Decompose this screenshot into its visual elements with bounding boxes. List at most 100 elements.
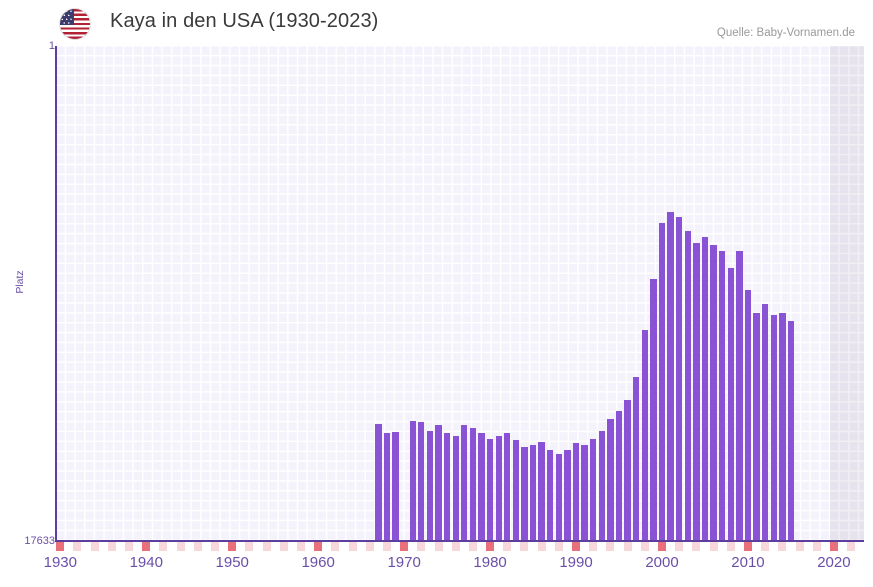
x-axis-label: 1980 bbox=[473, 554, 507, 571]
x-axis-label: 2000 bbox=[645, 554, 679, 571]
x-axis-label: 2010 bbox=[731, 554, 765, 571]
x-tick-minor bbox=[193, 542, 202, 551]
x-tick-minor bbox=[640, 542, 649, 551]
bar[interactable] bbox=[744, 290, 752, 541]
bar[interactable] bbox=[684, 231, 691, 541]
bar[interactable] bbox=[633, 377, 640, 541]
bar[interactable] bbox=[495, 436, 502, 541]
x-tick-minor bbox=[125, 542, 134, 551]
y-axis-top-label: 1 bbox=[48, 40, 55, 52]
x-tick-minor bbox=[73, 542, 82, 551]
y-axis-bottom-label: 17633 bbox=[24, 535, 55, 547]
x-axis-label: 1960 bbox=[301, 554, 335, 571]
x-tick-major bbox=[314, 542, 323, 551]
x-tick-minor bbox=[468, 542, 477, 551]
bar[interactable] bbox=[521, 447, 528, 541]
bar[interactable] bbox=[667, 211, 674, 541]
bar[interactable] bbox=[469, 427, 477, 541]
bar-series bbox=[56, 46, 864, 541]
x-tick-minor bbox=[503, 542, 512, 551]
x-tick-minor bbox=[262, 542, 271, 551]
bar[interactable] bbox=[538, 441, 545, 541]
x-axis-label: 1940 bbox=[129, 554, 163, 571]
bar[interactable] bbox=[650, 279, 657, 541]
x-tick-minor bbox=[107, 542, 116, 551]
bar[interactable] bbox=[718, 250, 726, 541]
bar[interactable] bbox=[564, 450, 571, 541]
bar[interactable] bbox=[435, 424, 442, 541]
x-tick-major bbox=[486, 542, 495, 551]
x-tick-minor bbox=[761, 542, 770, 551]
x-tick-major bbox=[829, 542, 838, 551]
bar[interactable] bbox=[443, 433, 451, 541]
bar[interactable] bbox=[676, 217, 683, 541]
x-tick-minor bbox=[296, 542, 305, 551]
bar[interactable] bbox=[736, 250, 743, 541]
x-tick-minor bbox=[417, 542, 426, 551]
bar[interactable] bbox=[392, 432, 399, 541]
x-axis-label: 1970 bbox=[387, 554, 421, 571]
bar[interactable] bbox=[486, 439, 494, 541]
bar[interactable] bbox=[375, 423, 382, 541]
x-tick-minor bbox=[245, 542, 254, 551]
bar[interactable] bbox=[701, 236, 709, 541]
x-tick-minor bbox=[159, 542, 168, 551]
bar[interactable] bbox=[504, 433, 511, 541]
x-tick-minor bbox=[537, 542, 546, 551]
x-tick-minor bbox=[726, 542, 735, 551]
bar[interactable] bbox=[547, 450, 554, 541]
bar[interactable] bbox=[641, 329, 648, 541]
x-tick-minor bbox=[348, 542, 357, 551]
bar[interactable] bbox=[753, 312, 760, 541]
bar[interactable] bbox=[581, 444, 588, 541]
x-tick-major bbox=[658, 542, 666, 551]
x-tick-major bbox=[142, 542, 151, 551]
bar[interactable] bbox=[590, 439, 597, 541]
us-flag-icon bbox=[60, 9, 90, 39]
y-axis-line bbox=[55, 46, 57, 542]
bar[interactable] bbox=[761, 304, 769, 541]
x-tick-minor bbox=[606, 542, 615, 551]
x-tick-minor bbox=[90, 542, 99, 551]
x-tick-minor bbox=[675, 542, 684, 551]
bar[interactable] bbox=[409, 420, 416, 541]
bar[interactable] bbox=[426, 430, 434, 541]
x-tick-minor bbox=[279, 542, 288, 551]
x-tick-minor bbox=[692, 542, 701, 551]
bar[interactable] bbox=[383, 433, 391, 541]
bar[interactable] bbox=[615, 410, 623, 541]
x-axis-label: 2020 bbox=[817, 554, 851, 571]
bar[interactable] bbox=[693, 242, 700, 541]
bar[interactable] bbox=[512, 440, 520, 541]
x-tick-minor bbox=[589, 542, 598, 551]
x-axis-ticks: 1930 1940 1950 1960 1970 1980 1990 2000 2010 2020 bbox=[44, 542, 864, 587]
bar[interactable] bbox=[555, 454, 563, 541]
bar[interactable] bbox=[727, 267, 734, 541]
bar[interactable] bbox=[461, 424, 468, 541]
bar[interactable] bbox=[478, 433, 485, 541]
bar[interactable] bbox=[607, 419, 614, 541]
bar[interactable] bbox=[779, 312, 786, 541]
bar[interactable] bbox=[624, 399, 631, 541]
x-tick-minor bbox=[451, 542, 460, 551]
x-tick-minor bbox=[434, 542, 443, 551]
bar[interactable] bbox=[658, 222, 666, 541]
x-tick-minor bbox=[520, 542, 529, 551]
bar[interactable] bbox=[529, 444, 537, 541]
x-tick-minor bbox=[778, 542, 787, 551]
bar[interactable] bbox=[572, 443, 580, 541]
x-tick-minor bbox=[211, 542, 220, 551]
bar[interactable] bbox=[787, 321, 795, 541]
bar[interactable] bbox=[452, 436, 459, 541]
bar[interactable] bbox=[598, 430, 605, 541]
x-axis-label: 1950 bbox=[215, 554, 249, 571]
x-tick-minor bbox=[623, 542, 632, 551]
x-tick-minor bbox=[554, 542, 563, 551]
bar[interactable] bbox=[770, 315, 777, 541]
x-tick-minor bbox=[812, 542, 821, 551]
bar[interactable] bbox=[418, 422, 425, 541]
bar[interactable] bbox=[710, 245, 717, 541]
source-attribution: Quelle: Baby-Vornamen.de bbox=[716, 27, 855, 39]
x-axis-label: 1990 bbox=[559, 554, 593, 571]
x-tick-minor bbox=[382, 542, 391, 551]
